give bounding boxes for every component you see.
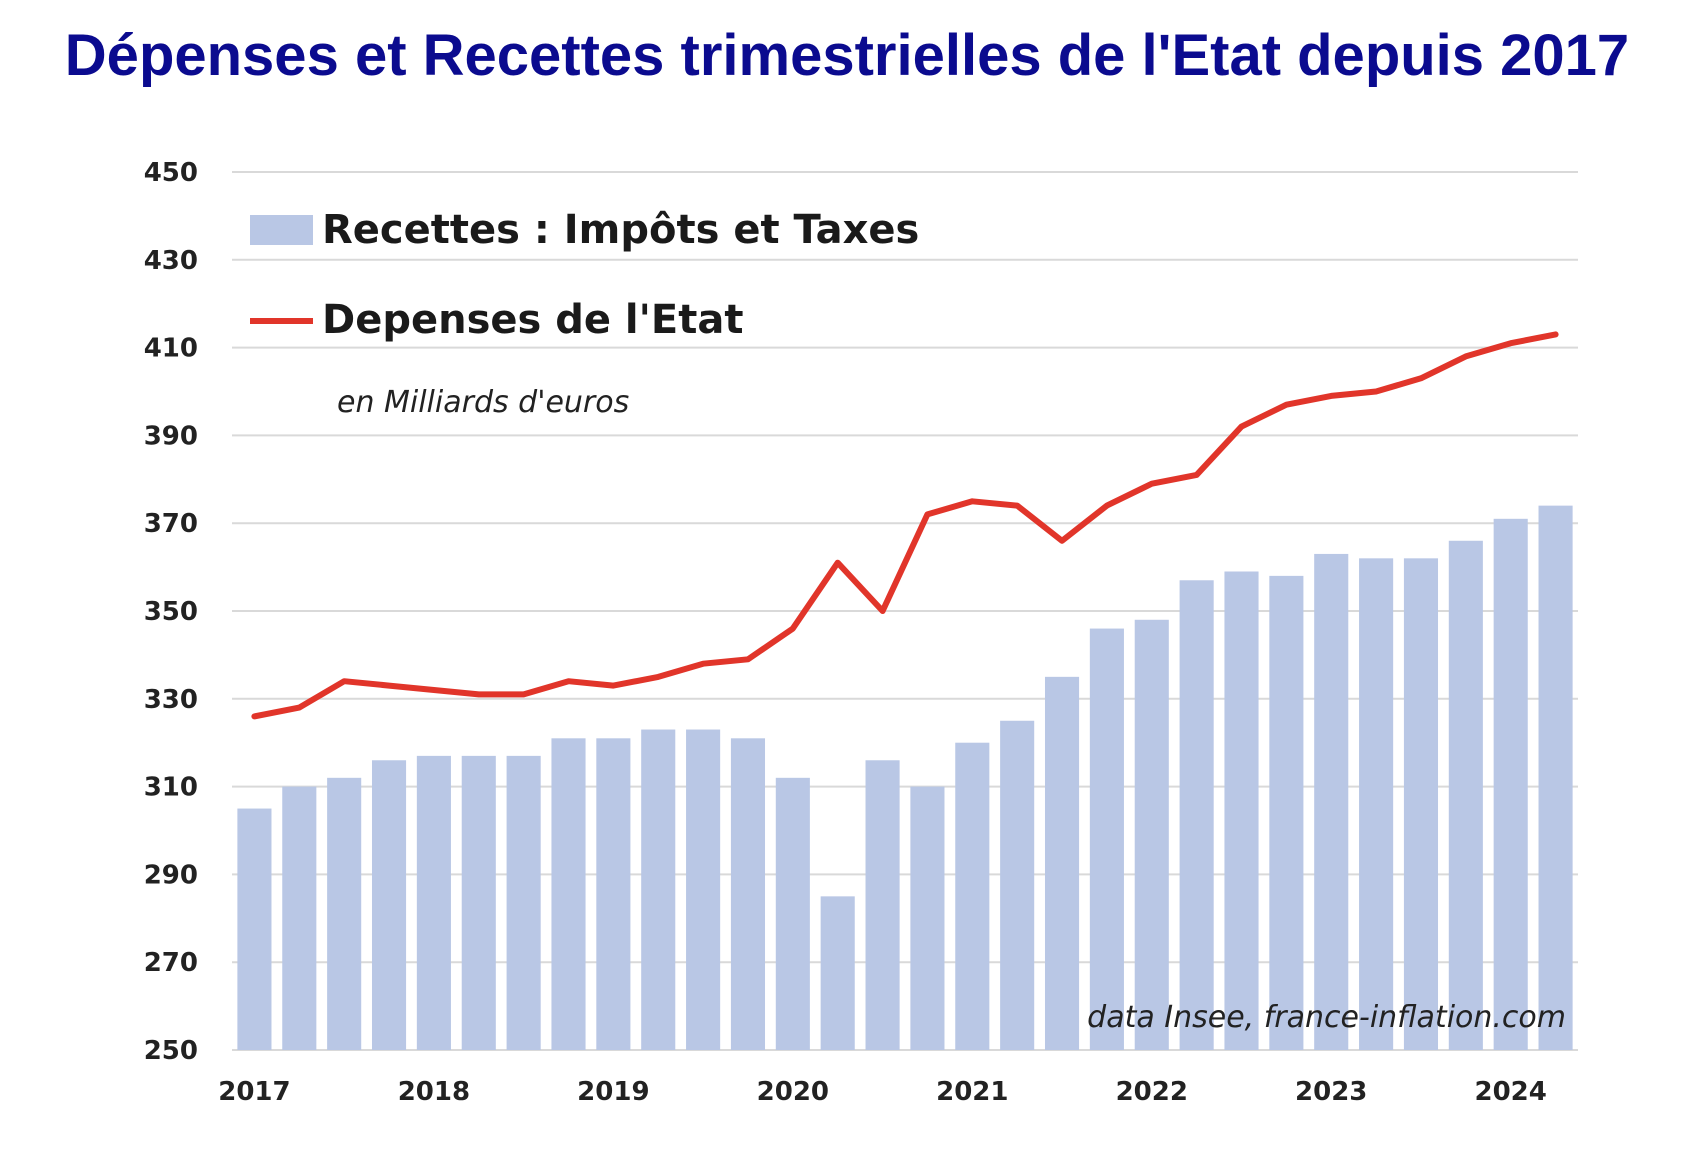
y-tick-label-430: 430 [144, 246, 198, 276]
x-tick-label-2021: 2021 [936, 1077, 1008, 1107]
bar-recettes-15 [910, 786, 945, 1050]
bar-recettes-12 [775, 777, 810, 1050]
bar-recettes-0 [237, 808, 272, 1050]
bar-recettes-26 [1403, 558, 1439, 1050]
bar-recettes-5 [461, 755, 496, 1050]
bar-recettes-19 [1089, 628, 1124, 1050]
bar-recettes-8 [596, 738, 631, 1050]
bar-recettes-11 [730, 738, 766, 1050]
bar-recettes-28 [1493, 518, 1528, 1050]
y-axis: 250 270 290 310 330 350 370 390 410 430 450 [144, 158, 198, 1066]
bar-recettes-7 [551, 738, 586, 1050]
bar-recettes-27 [1448, 540, 1483, 1050]
y-tick-label-290: 290 [144, 860, 198, 890]
bar-recettes-10 [686, 729, 721, 1050]
legend: Recettes : Impôts et Taxes Depenses de l… [250, 207, 919, 343]
bar-recettes-3 [371, 760, 407, 1050]
bar-recettes-25 [1359, 558, 1394, 1050]
bar-recettes-22 [1224, 571, 1259, 1050]
bar-recettes-6 [506, 755, 541, 1050]
bar-recettes-16 [955, 742, 990, 1050]
y-tick-label-370: 370 [144, 509, 198, 539]
x-axis: 2017 2018 2019 2020 2021 2022 2023 2024 [218, 1077, 1547, 1107]
bar-recettes-21 [1179, 580, 1214, 1050]
bar-recettes-17 [1000, 720, 1035, 1050]
bar-recettes-29 [1538, 505, 1573, 1050]
line-series-depenses [251, 331, 1559, 720]
bar-recettes-13 [820, 896, 855, 1050]
source-note: data Insee, france-inflation.com [1087, 1000, 1566, 1035]
bar-recettes-4 [416, 755, 451, 1050]
chart-title: Dépenses et Recettes trimestrielles de l… [64, 23, 1630, 88]
y-tick-label-250: 250 [144, 1036, 198, 1066]
bar-recettes-20 [1134, 619, 1169, 1050]
y-tick-label-270: 270 [144, 948, 198, 978]
gridlines [232, 171, 1578, 1051]
y-tick-label-450: 450 [144, 158, 198, 188]
x-tick-label-2018: 2018 [398, 1077, 470, 1107]
y-tick-label-410: 410 [144, 334, 198, 364]
chart-subtitle: en Milliards d'euros [337, 385, 629, 420]
bar-recettes-18 [1044, 676, 1080, 1050]
bar-recettes-2 [327, 777, 362, 1050]
x-tick-label-2023: 2023 [1295, 1077, 1367, 1107]
legend-label-recettes: Recettes : Impôts et Taxes [322, 207, 919, 253]
x-tick-label-2022: 2022 [1116, 1077, 1188, 1107]
x-tick-label-2020: 2020 [757, 1077, 829, 1107]
bar-recettes-24 [1314, 553, 1349, 1050]
x-tick-label-2024: 2024 [1475, 1077, 1547, 1107]
legend-swatch-recettes [250, 215, 313, 245]
bar-series-recettes [237, 505, 1573, 1050]
bar-recettes-14 [865, 760, 900, 1050]
x-tick-label-2017: 2017 [218, 1077, 290, 1107]
y-tick-label-330: 330 [144, 685, 198, 715]
bar-recettes-23 [1269, 575, 1304, 1050]
y-tick-label-390: 390 [144, 421, 198, 451]
legend-label-depenses: Depenses de l'Etat [322, 297, 743, 343]
y-tick-label-350: 350 [144, 597, 198, 627]
y-tick-label-310: 310 [144, 773, 198, 803]
bar-recettes-1 [282, 786, 317, 1050]
bar-recettes-9 [641, 729, 676, 1050]
x-tick-label-2019: 2019 [577, 1077, 649, 1107]
